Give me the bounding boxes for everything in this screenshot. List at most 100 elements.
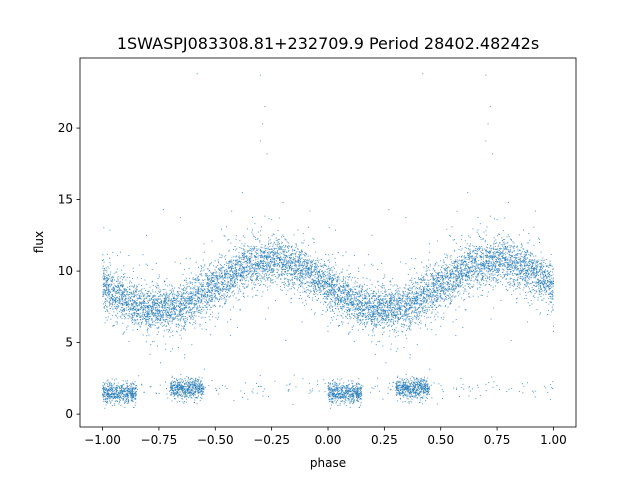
data-point bbox=[526, 250, 528, 252]
data-point bbox=[182, 293, 184, 295]
data-point bbox=[388, 302, 390, 304]
data-point bbox=[329, 277, 331, 279]
data-point bbox=[427, 316, 429, 318]
data-point bbox=[455, 287, 457, 289]
data-point bbox=[126, 277, 128, 279]
data-point bbox=[357, 285, 359, 287]
data-point bbox=[332, 310, 334, 312]
data-point bbox=[365, 315, 367, 317]
data-point bbox=[148, 319, 150, 321]
data-point bbox=[388, 309, 390, 311]
data-point bbox=[112, 251, 114, 253]
data-point bbox=[479, 262, 481, 264]
data-point bbox=[363, 293, 365, 295]
data-point bbox=[486, 255, 488, 257]
data-point bbox=[290, 267, 292, 269]
data-point bbox=[531, 287, 533, 289]
data-point bbox=[271, 282, 273, 284]
data-point bbox=[464, 299, 466, 301]
data-point bbox=[348, 292, 350, 294]
data-point bbox=[491, 269, 493, 271]
data-point bbox=[476, 248, 478, 250]
data-point bbox=[471, 269, 473, 271]
data-point bbox=[167, 300, 169, 302]
data-point bbox=[381, 310, 383, 312]
data-point bbox=[532, 260, 534, 262]
data-point bbox=[459, 293, 461, 295]
data-point bbox=[109, 297, 111, 299]
data-point bbox=[278, 217, 280, 219]
data-point bbox=[435, 263, 437, 265]
data-point bbox=[359, 312, 361, 314]
data-point bbox=[230, 267, 232, 269]
data-point bbox=[235, 274, 237, 276]
data-point bbox=[435, 334, 437, 336]
data-point bbox=[188, 311, 190, 313]
data-point bbox=[239, 264, 241, 266]
data-point bbox=[532, 295, 534, 297]
data-point bbox=[536, 272, 538, 274]
data-point bbox=[350, 296, 352, 298]
data-point bbox=[212, 277, 214, 279]
data-point bbox=[441, 297, 443, 299]
data-point bbox=[190, 318, 192, 320]
data-point bbox=[243, 268, 245, 270]
data-point bbox=[484, 263, 486, 265]
data-point bbox=[145, 309, 147, 311]
data-point bbox=[105, 289, 107, 291]
data-point bbox=[308, 274, 310, 276]
data-point bbox=[288, 255, 290, 257]
data-point bbox=[468, 252, 470, 254]
data-point bbox=[387, 312, 389, 314]
data-point bbox=[215, 298, 217, 300]
data-point bbox=[209, 269, 210, 271]
data-point bbox=[461, 274, 463, 276]
data-point bbox=[535, 268, 537, 270]
data-point bbox=[327, 260, 329, 262]
data-point bbox=[495, 263, 497, 265]
data-point bbox=[127, 303, 129, 305]
data-point bbox=[434, 290, 436, 292]
data-point bbox=[171, 299, 173, 301]
data-point bbox=[271, 261, 273, 263]
data-point bbox=[183, 300, 185, 302]
data-point bbox=[433, 299, 435, 301]
data-point bbox=[353, 305, 355, 307]
data-point bbox=[138, 308, 140, 310]
data-point bbox=[136, 315, 138, 317]
data-point bbox=[143, 287, 145, 289]
data-point bbox=[499, 241, 501, 243]
data-point bbox=[496, 248, 498, 250]
data-point bbox=[200, 295, 202, 297]
data-point bbox=[355, 289, 357, 291]
data-point bbox=[157, 313, 159, 315]
data-point bbox=[102, 303, 104, 305]
data-point bbox=[420, 290, 422, 292]
data-point bbox=[347, 313, 349, 315]
data-point bbox=[543, 287, 545, 289]
data-point bbox=[419, 314, 421, 316]
data-point bbox=[103, 261, 105, 263]
data-point bbox=[413, 299, 415, 301]
data-point bbox=[545, 285, 547, 287]
data-point bbox=[130, 292, 132, 294]
data-point bbox=[179, 290, 181, 292]
data-point bbox=[488, 271, 490, 273]
data-point bbox=[372, 316, 374, 318]
data-point bbox=[367, 302, 369, 304]
data-point bbox=[239, 274, 241, 276]
data-point bbox=[183, 292, 185, 294]
data-point bbox=[255, 252, 257, 254]
data-point bbox=[153, 324, 155, 326]
data-point bbox=[519, 272, 521, 274]
data-point bbox=[397, 287, 399, 289]
data-point bbox=[344, 282, 346, 284]
data-point bbox=[198, 286, 200, 288]
data-point bbox=[288, 250, 290, 252]
data-point bbox=[330, 298, 332, 300]
data-point bbox=[308, 277, 310, 279]
data-point bbox=[404, 300, 406, 302]
data-point bbox=[550, 254, 552, 256]
data-point bbox=[214, 276, 216, 278]
